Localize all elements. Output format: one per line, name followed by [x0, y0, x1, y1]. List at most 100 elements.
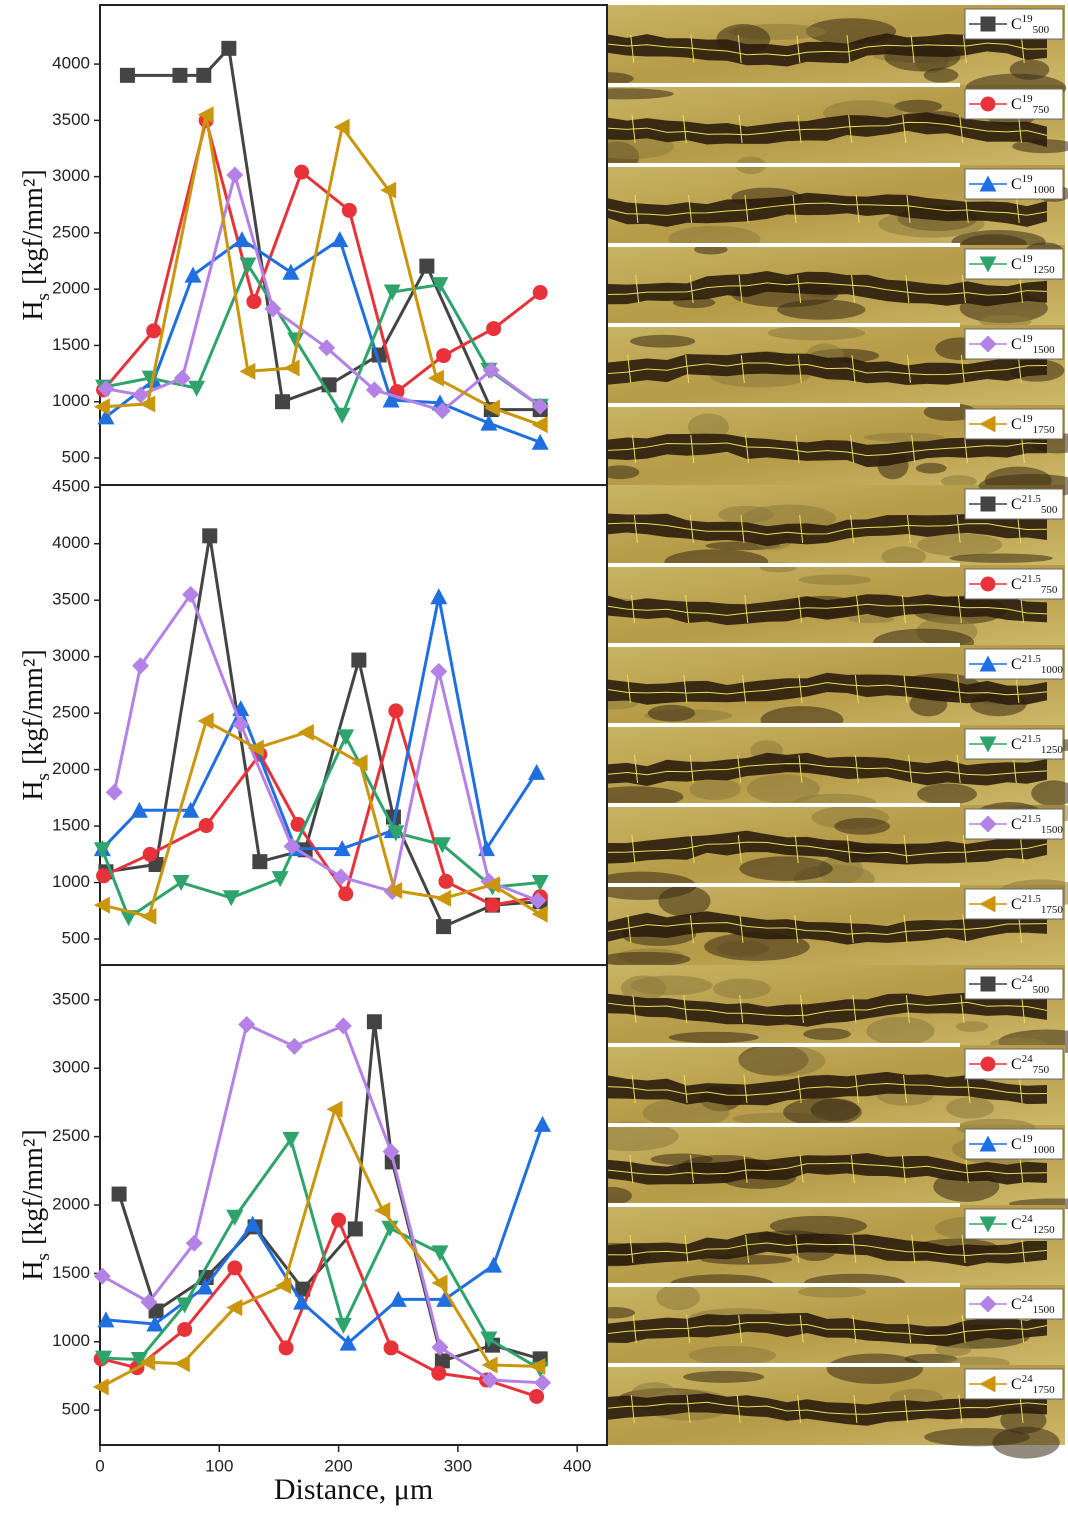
- marker: [980, 1056, 996, 1072]
- marker: [297, 723, 314, 741]
- micrograph-tick: [797, 1394, 802, 1424]
- micrograph-blotch: [955, 1021, 989, 1032]
- micrograph-tick: [961, 274, 966, 304]
- micrograph-tick: [797, 274, 802, 304]
- marker: [347, 1221, 363, 1237]
- micrograph-tick: [850, 514, 855, 544]
- marker: [176, 1297, 194, 1314]
- marker: [93, 1267, 111, 1285]
- micrograph-line: [606, 202, 1048, 216]
- marker: [383, 1340, 399, 1356]
- marker: [119, 67, 135, 83]
- micrograph-tick: [908, 754, 913, 784]
- micrograph-line: [606, 282, 1048, 296]
- micrograph-blotch: [798, 1286, 867, 1298]
- marker: [481, 1356, 498, 1374]
- marker: [979, 415, 996, 433]
- micrograph-tick: [797, 1074, 802, 1104]
- micrograph-tick: [905, 994, 910, 1024]
- legend-label-sup: 19: [1022, 93, 1034, 105]
- micrograph-band: [607, 1071, 1047, 1106]
- series-line: [105, 534, 541, 929]
- micrograph-blotch: [600, 465, 640, 480]
- marker: [334, 1017, 352, 1035]
- marker: [196, 1278, 214, 1295]
- micrograph-blotch: [866, 1016, 935, 1046]
- marker: [979, 655, 997, 672]
- micrograph-blotch: [834, 817, 891, 835]
- marker: [233, 231, 251, 248]
- legend-label-sup: 19: [1022, 1133, 1034, 1145]
- y-axis-title-sub: s: [33, 293, 54, 300]
- marker: [431, 1274, 448, 1292]
- micrograph-line: [606, 1401, 1048, 1415]
- marker: [480, 1331, 498, 1348]
- marker: [483, 876, 500, 894]
- marker: [93, 842, 111, 859]
- marker: [389, 1290, 407, 1307]
- legend-label-main: C: [1011, 656, 1022, 673]
- marker: [433, 402, 451, 420]
- y-tick-label: 3500: [52, 110, 90, 129]
- marker: [383, 284, 401, 301]
- marker: [430, 662, 448, 680]
- micrograph-tick: [961, 1314, 966, 1344]
- micrograph-tick: [634, 194, 639, 224]
- micrograph-tick: [685, 354, 690, 384]
- micrograph-tick: [684, 1234, 689, 1264]
- marker: [980, 576, 996, 592]
- marker: [294, 164, 310, 180]
- x-tick-label: 0: [95, 1456, 104, 1475]
- legend-label: C191250: [1011, 253, 1055, 276]
- legend-label-sub: 1250: [1033, 264, 1056, 276]
- micrograph-tick: [1017, 354, 1022, 384]
- micrograph-tick: [850, 1154, 855, 1184]
- micrograph-tick: [689, 1154, 694, 1184]
- marker: [341, 202, 357, 218]
- marker: [146, 1315, 164, 1332]
- marker: [196, 67, 212, 83]
- micrograph-tick: [739, 914, 744, 944]
- marker: [331, 231, 349, 248]
- marker: [182, 801, 200, 818]
- micrograph-blotch: [687, 413, 730, 440]
- marker: [979, 895, 996, 913]
- marker: [283, 837, 301, 855]
- micrograph-tick: [1017, 514, 1022, 544]
- y-tick-label: 4000: [52, 54, 90, 73]
- micrograph-tick: [738, 114, 743, 144]
- marker: [339, 1334, 357, 1351]
- marker: [148, 1303, 164, 1319]
- micrograph-tick: [1019, 834, 1024, 864]
- micrograph-tick: [795, 434, 800, 464]
- micrograph-tick: [855, 194, 860, 224]
- marker: [434, 1353, 450, 1369]
- micrograph-band: [607, 1391, 1047, 1426]
- micrograph-tick: [957, 594, 962, 624]
- legend-label-main: C: [1011, 336, 1022, 353]
- micrograph-tick: [794, 914, 799, 944]
- marker: [979, 335, 997, 353]
- micrograph-tick: [631, 114, 636, 144]
- micrograph-tick: [907, 1314, 912, 1344]
- plot-area: [99, 484, 608, 966]
- marker: [331, 1212, 347, 1228]
- micrograph-tick: [962, 34, 967, 64]
- micrograph-tick: [626, 674, 631, 704]
- micrograph-blotch: [713, 978, 771, 999]
- y-axis-title-main: H: [18, 780, 49, 800]
- legend-label-sub: 1750: [1033, 1384, 1056, 1396]
- micrograph-blotch: [949, 553, 1053, 563]
- micrograph-blotch: [946, 1097, 994, 1119]
- marker: [140, 907, 157, 925]
- series-line: [112, 593, 539, 903]
- micrograph-tick: [745, 434, 750, 464]
- micrograph-tick: [634, 754, 639, 784]
- micrograph-tick: [689, 914, 694, 944]
- legend-label: C24750: [1011, 1053, 1050, 1076]
- marker: [97, 380, 115, 398]
- micrograph-blotch: [767, 325, 866, 341]
- legend-label-sup: 24: [1022, 1373, 1034, 1385]
- marker: [430, 588, 448, 605]
- micrograph-tick: [792, 194, 797, 224]
